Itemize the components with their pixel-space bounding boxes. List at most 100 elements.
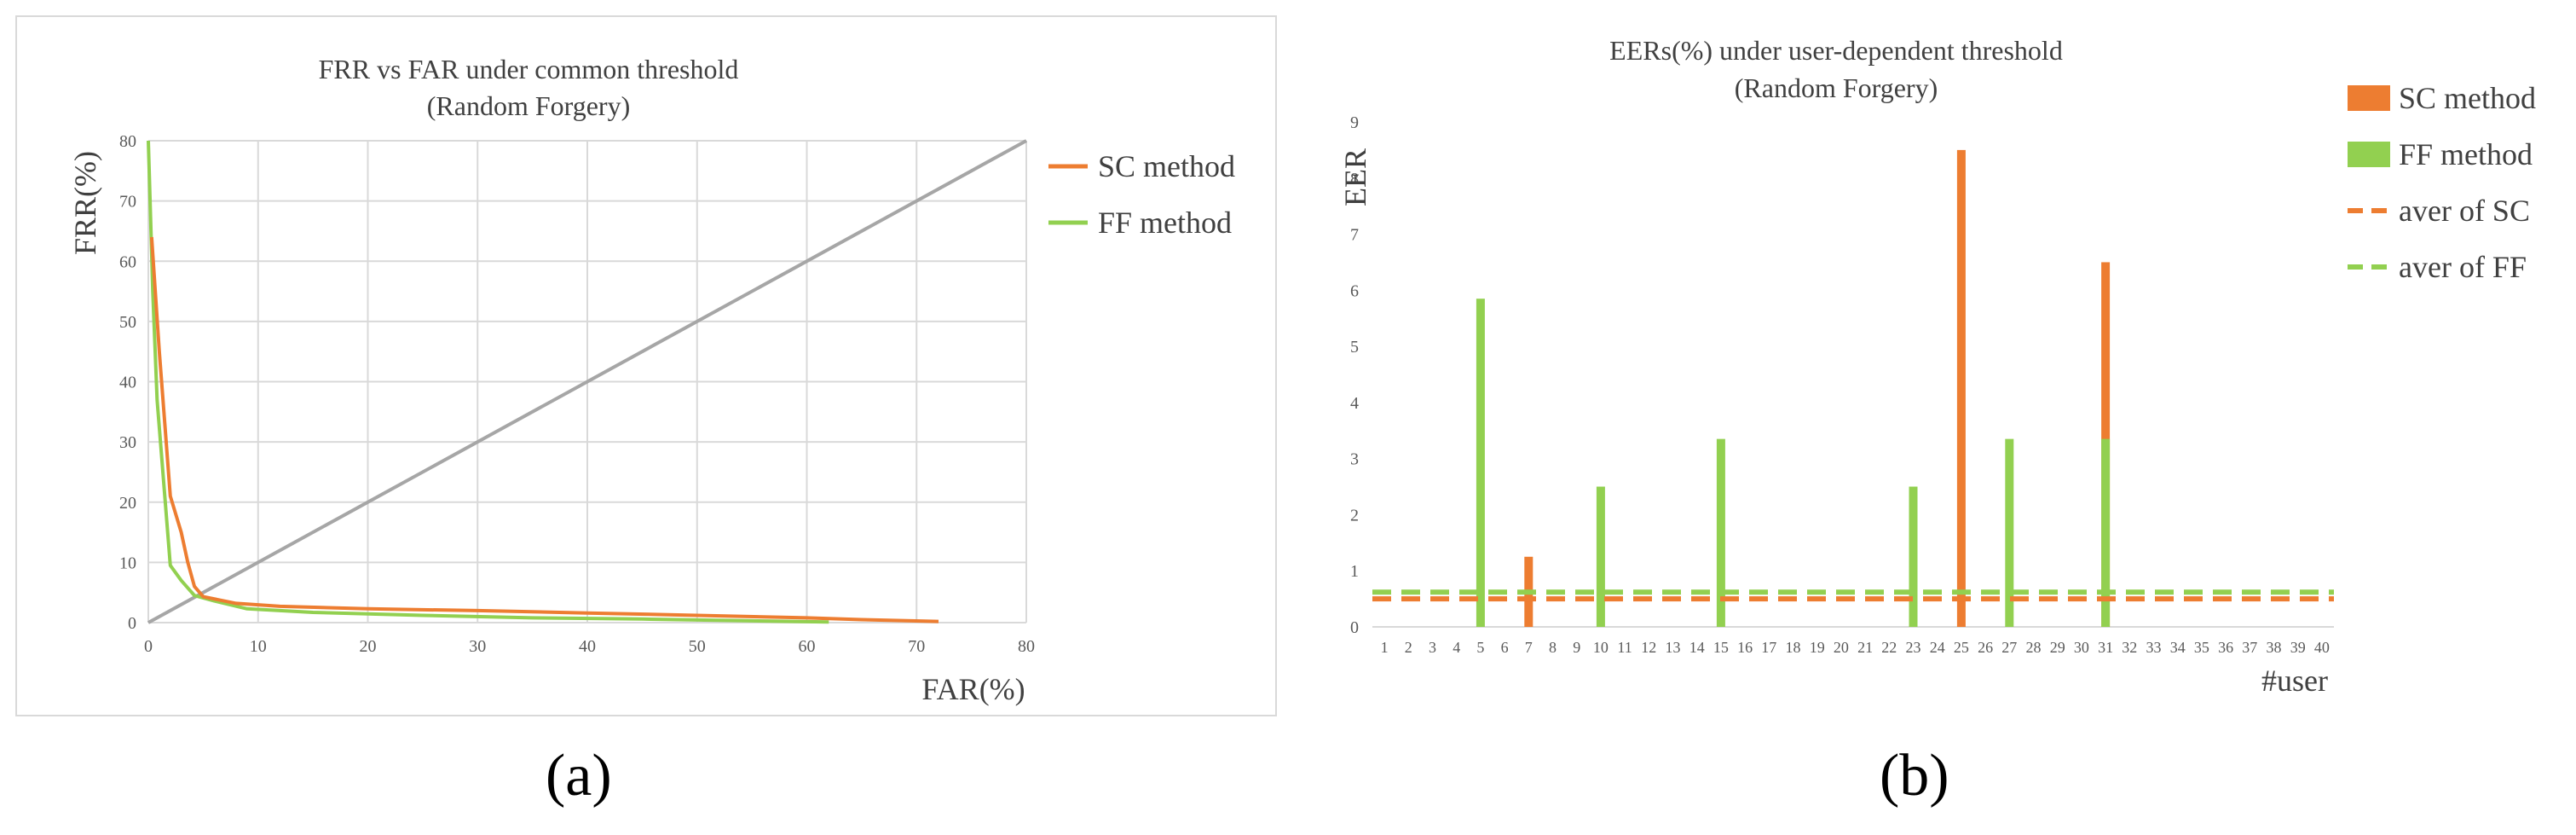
chart-a-y-tick-label: 0 <box>128 614 136 633</box>
chart-b-x-tick-label: 38 <box>2267 639 2282 656</box>
chart-a-x-tick-label: 0 <box>144 637 153 656</box>
chart-a-title: FRR vs FAR under common threshold <box>319 54 739 84</box>
chart-b-bars <box>1476 149 2111 627</box>
chart-b-legend-swatch <box>2348 85 2390 111</box>
chart-b-title: EERs(%) under user-dependent threshold <box>1609 35 2063 66</box>
chart-a-x-tick-label: 30 <box>469 637 486 656</box>
chart-b-y-tick-label: 3 <box>1350 450 1359 469</box>
chart-a-x-tick-label: 20 <box>360 637 377 656</box>
chart-a-y-tick-label: 30 <box>119 433 136 452</box>
chart-b-x-tick-label: 22 <box>1881 639 1897 656</box>
chart-a-x-tick-label: 10 <box>250 637 267 656</box>
chart-b-x-tick-label: 6 <box>1501 639 1509 656</box>
chart-b-legend-swatch <box>2348 142 2390 167</box>
chart-b-x-tick-label: 26 <box>1978 639 1993 656</box>
chart-b-x-tick-label: 34 <box>2170 639 2186 656</box>
chart-b-y-tick-label: 2 <box>1350 506 1359 525</box>
chart-b-legend-label: SC method <box>2399 81 2536 115</box>
chart-a-x-tick-label: 40 <box>579 637 596 656</box>
chart-a-y-axis-label: FRR(%) <box>68 151 102 255</box>
chart-b-x-tick-label: 13 <box>1666 639 1681 656</box>
chart-b-y-tick-label: 0 <box>1350 618 1359 637</box>
chart-b-subtitle: (Random Forgery) <box>1735 72 1938 103</box>
chart-b-x-tick-label: 7 <box>1525 639 1533 656</box>
chart-b-y-tick-label: 1 <box>1350 562 1359 581</box>
chart-a-svg: FRR vs FAR under common threshold (Rando… <box>68 54 1235 706</box>
chart-b-x-tick-label: 35 <box>2194 639 2209 656</box>
chart-a-x-tick-label: 50 <box>689 637 706 656</box>
chart-b-x-tick-label: 27 <box>2001 639 2017 656</box>
chart-b-x-tick-label: 30 <box>2074 639 2089 656</box>
chart-b-x-tick-label: 25 <box>1954 639 1969 656</box>
chart-b-legend-label: aver of SC <box>2399 194 2530 228</box>
chart-b-x-tick-label: 20 <box>1834 639 1849 656</box>
chart-b-x-axis-label: #user <box>2261 664 2328 698</box>
caption-b: (b) <box>1880 743 1949 809</box>
chart-a-y-tick-label: 80 <box>119 132 136 151</box>
chart-b-x-tick-label: 19 <box>1810 639 1825 656</box>
chart-b-bar-ff-method <box>1476 299 1485 627</box>
chart-b-legend-label: FF method <box>2399 137 2533 171</box>
chart-b-x-tick-label: 33 <box>2146 639 2162 656</box>
chart-b-x-tick-label: 8 <box>1549 639 1557 656</box>
chart-b-x-tick-label: 15 <box>1713 639 1729 656</box>
chart-b-bar-ff-method <box>2005 438 2014 627</box>
chart-a-x-tick-label: 60 <box>799 637 816 656</box>
chart-a-y-tick-label: 70 <box>119 193 136 212</box>
chart-b-x-tick-label: 3 <box>1429 639 1436 656</box>
chart-a-tick-labels: 0 10 20 30 40 50 60 70 80 0 10 20 30 40 50 60 70 80 <box>119 132 1035 656</box>
chart-b-x-tick-label: 5 <box>1476 639 1484 656</box>
chart-b-bar-sc-method <box>1956 149 1966 627</box>
chart-b-x-tick-label: 21 <box>1857 639 1873 656</box>
chart-b-y-tick-label: 9 <box>1350 113 1359 132</box>
chart-a-subtitle: (Random Forgery) <box>427 90 630 121</box>
chart-a-y-tick-label: 40 <box>119 374 136 392</box>
chart-a-legend-label: SC method <box>1098 149 1235 183</box>
chart-b-x-tick-label: 11 <box>1617 639 1632 656</box>
chart-b-x-tick-label: 4 <box>1453 639 1460 656</box>
chart-b-x-tick-label: 14 <box>1689 639 1705 656</box>
chart-b-svg: EERs(%) under user-dependent threshold (… <box>1338 35 2536 698</box>
chart-a-y-tick-label: 60 <box>119 252 136 271</box>
chart-a-x-tick-label: 70 <box>908 637 925 656</box>
chart-a-series-lines <box>147 139 1027 624</box>
chart-b-x-tick-label: 9 <box>1573 639 1580 656</box>
chart-b-x-tick-label: 18 <box>1786 639 1801 656</box>
chart-b-bar-ff-method <box>2101 438 2111 627</box>
chart-a-y-tick-label: 20 <box>119 494 136 513</box>
chart-b-x-tick-label: 16 <box>1737 639 1753 656</box>
chart-b-legend-label: aver of FF <box>2399 250 2527 284</box>
chart-b-x-tick-label: 24 <box>1930 639 1945 656</box>
chart-panel-b: EERs(%) under user-dependent threshold (… <box>1313 15 2576 716</box>
chart-b-x-tick-label: 29 <box>2050 639 2065 656</box>
chart-a-line-sc-method <box>149 236 939 623</box>
chart-b-x-tick-label: 17 <box>1761 639 1776 656</box>
chart-b-x-tick-label: 23 <box>1906 639 1921 656</box>
chart-b-x-tick-label: 10 <box>1593 639 1609 656</box>
chart-a-line-diagonal-reference <box>147 139 1027 624</box>
chart-b-x-tick-label: 37 <box>2242 639 2257 656</box>
chart-b-x-tick-label: 39 <box>2290 639 2306 656</box>
chart-b-legend: SC method FF method aver of SC aver of FF <box>2348 81 2536 284</box>
chart-b-bar-ff-method <box>1596 486 1605 627</box>
chart-b-average-lines <box>1372 589 2334 602</box>
chart-b-y-tick-label: 5 <box>1350 338 1359 357</box>
chart-b-x-tick-label: 40 <box>2314 639 2330 656</box>
chart-panel-a: FRR vs FAR under common threshold (Rando… <box>15 15 1277 716</box>
chart-a-x-axis-label: FAR(%) <box>921 672 1025 706</box>
chart-b-y-tick-label: 4 <box>1350 394 1359 413</box>
chart-b-x-tick-label: 31 <box>2098 639 2113 656</box>
chart-b-y-tick-label: 8 <box>1350 170 1359 188</box>
chart-a-legend: SC method FF method <box>1048 149 1235 240</box>
chart-b-x-tick-label: 28 <box>2026 639 2042 656</box>
chart-b-x-tick-label: 1 <box>1381 639 1389 656</box>
chart-a-line-ff-method <box>147 140 829 624</box>
chart-b-x-tick-label: 12 <box>1641 639 1656 656</box>
chart-a-legend-label: FF method <box>1098 206 1232 240</box>
chart-b-x-tick-label: 36 <box>2218 639 2233 656</box>
chart-b-y-tick-label: 6 <box>1350 281 1359 300</box>
chart-b-y-axis-label: EER <box>1338 148 1372 206</box>
caption-a: (a) <box>546 743 612 809</box>
chart-b-x-tick-label: 32 <box>2122 639 2137 656</box>
